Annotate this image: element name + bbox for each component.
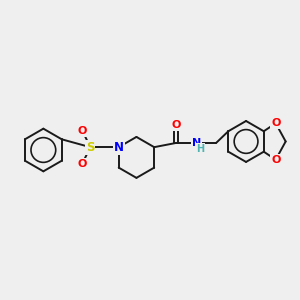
Text: S: S <box>86 141 94 154</box>
Text: H: H <box>196 144 204 154</box>
Text: O: O <box>271 118 281 128</box>
Text: N: N <box>114 141 124 154</box>
Text: O: O <box>271 155 281 165</box>
Text: N: N <box>192 138 202 148</box>
Text: O: O <box>78 126 87 136</box>
Text: O: O <box>78 159 87 169</box>
Text: O: O <box>172 120 181 130</box>
Text: N: N <box>114 141 124 154</box>
